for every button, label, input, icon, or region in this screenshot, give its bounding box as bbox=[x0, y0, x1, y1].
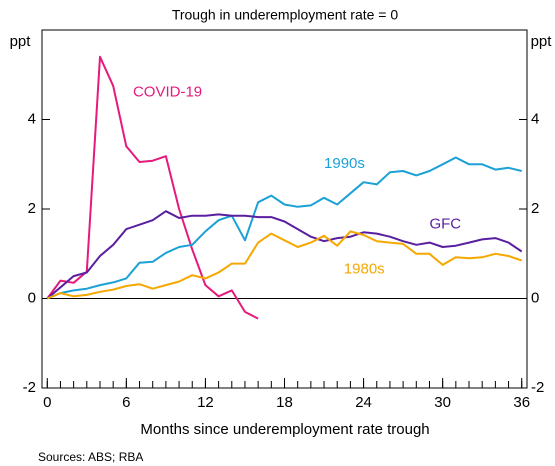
y-tick-label: 4 bbox=[28, 110, 36, 127]
x-tick-label: 36 bbox=[513, 394, 530, 411]
x-tick-label: 18 bbox=[276, 394, 293, 411]
y2-tick-label: 0 bbox=[531, 289, 539, 306]
series-label: 1990s bbox=[324, 155, 365, 172]
series-label: COVID-19 bbox=[133, 84, 202, 101]
series-line bbox=[46, 210, 523, 300]
y-axis-label: ppt bbox=[10, 33, 32, 50]
chart-subtitle: Trough in underemployment rate = 0 bbox=[172, 7, 399, 23]
x-tick-label: 24 bbox=[355, 394, 372, 411]
series-label: 1980s bbox=[344, 260, 385, 277]
x-tick-label: 0 bbox=[43, 394, 51, 411]
y-tick-label: -2 bbox=[23, 379, 36, 396]
x-axis-label: Months since underemployment rate trough bbox=[140, 421, 429, 438]
y2-tick-label: -2 bbox=[531, 379, 544, 396]
series-label: GFC bbox=[429, 216, 461, 233]
y2-axis-label: ppt bbox=[531, 33, 553, 50]
y-tick-label: 0 bbox=[28, 289, 36, 306]
y2-tick-label: 2 bbox=[531, 200, 539, 217]
series-line bbox=[46, 230, 523, 300]
y-tick-label: 2 bbox=[28, 200, 36, 217]
plot-frame bbox=[41, 29, 528, 389]
x-tick-label: 6 bbox=[122, 394, 130, 411]
x-tick-label: 30 bbox=[434, 394, 451, 411]
series-line bbox=[46, 55, 259, 320]
x-tick-label: 12 bbox=[197, 394, 214, 411]
series-line bbox=[46, 156, 522, 300]
y2-tick-label: 4 bbox=[531, 110, 539, 127]
source: Sources: ABS; RBA bbox=[38, 450, 143, 464]
